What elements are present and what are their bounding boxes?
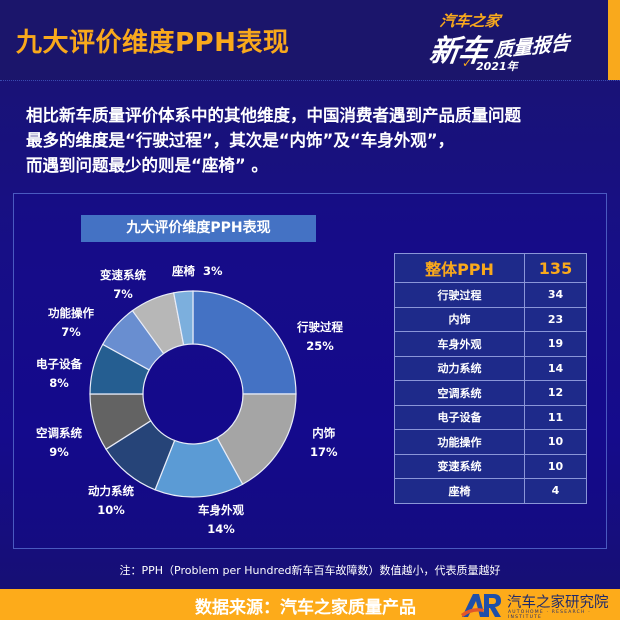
slice-label-pct: 8% <box>49 376 69 390</box>
slice-label-pct: 7% <box>61 325 81 339</box>
slice-label-transmission: 变速系统 7% <box>100 266 146 304</box>
row-name: 功能操作 <box>394 429 525 455</box>
donut-slice-行驶过程 <box>192 290 297 395</box>
row-value: 34 <box>524 282 587 308</box>
pph-table: 整体PPH 135 行驶过程 34 内饰 23 车身外观 19 动力系统 14 空调系统… <box>394 253 587 504</box>
slice-label-name: 内饰 <box>312 426 336 440</box>
institute-name-en: AUTOHOME · RESEARCH · INSTITUTE <box>508 610 591 620</box>
page-title: 九大评价维度PPH表现 <box>16 28 290 58</box>
slice-label-name: 功能操作 <box>48 306 94 320</box>
pph-table-header: 整体PPH 135 <box>394 253 587 283</box>
slice-label-name: 变速系统 <box>100 268 146 282</box>
summary-line: 最多的维度是“行驶过程”，其次是“内饰”及“车身外观”， <box>26 131 455 150</box>
row-value: 23 <box>524 306 587 332</box>
slice-label-name: 座椅 <box>172 264 195 278</box>
row-name: 行驶过程 <box>394 282 525 308</box>
ar-logo-icon <box>461 594 501 617</box>
slice-label-pct: 25% <box>306 339 334 353</box>
slice-label-name: 车身外观 <box>198 503 244 517</box>
report-brand-logo: 汽车之家 新车 质量报告 ✓ 2021年 <box>427 6 600 76</box>
slice-label-electronics: 电子设备 8% <box>36 355 82 393</box>
slice-label-pct: 9% <box>49 445 69 459</box>
table-row: 动力系统 14 <box>394 355 587 381</box>
slice-label-pct: 17% <box>310 445 338 459</box>
table-row: 内饰 23 <box>394 306 587 332</box>
row-value: 4 <box>524 478 587 504</box>
table-row: 座椅 4 <box>394 478 587 504</box>
footer-bar: 数据来源：汽车之家质量产品 汽车之家研究院 AUTOHOME · RESEARC… <box>0 589 620 620</box>
row-name: 车身外观 <box>394 331 525 357</box>
row-name: 空调系统 <box>394 380 525 406</box>
row-value: 10 <box>524 429 587 455</box>
slice-label-hvac: 空调系统 9% <box>36 424 82 462</box>
slice-label-driving: 行驶过程 25% <box>297 318 343 356</box>
slice-label-pct: 10% <box>97 503 125 517</box>
brand-year: 2021年 <box>476 60 518 73</box>
overall-pph-value: 135 <box>524 253 587 283</box>
row-name: 变速系统 <box>394 453 525 479</box>
table-row: 变速系统 10 <box>394 453 587 479</box>
slice-label-powertrain: 动力系统 10% <box>88 482 134 520</box>
row-value: 19 <box>524 331 587 357</box>
table-row: 电子设备 11 <box>394 404 587 430</box>
overall-pph-label: 整体PPH <box>394 253 525 283</box>
table-row: 功能操作 10 <box>394 429 587 455</box>
slice-label-name: 空调系统 <box>36 426 82 440</box>
row-name: 座椅 <box>394 478 525 504</box>
slice-label-interior: 内饰 17% <box>310 424 338 462</box>
row-value: 12 <box>524 380 587 406</box>
row-name: 电子设备 <box>394 404 525 430</box>
slice-label-seats: 座椅 3% <box>172 262 223 281</box>
row-value: 14 <box>524 355 587 381</box>
accent-strip <box>608 0 620 80</box>
row-value: 11 <box>524 404 587 430</box>
data-source: 数据来源：汽车之家质量产品 <box>195 598 416 618</box>
footnote: 注：PPH（Problem per Hundred新车百车故障数）数值越小，代表… <box>119 564 501 577</box>
row-name: 动力系统 <box>394 355 525 381</box>
summary-line: 相比新车质量评价体系中的其他维度，中国消费者遇到产品质量问题 <box>26 106 521 125</box>
slice-label-name: 电子设备 <box>36 357 82 371</box>
row-value: 10 <box>524 453 587 479</box>
chart-title: 九大评价维度PPH表现 <box>81 215 316 242</box>
table-row: 行驶过程 34 <box>394 282 587 308</box>
slice-label-pct: 14% <box>207 522 235 536</box>
slice-label-name: 动力系统 <box>88 484 134 498</box>
slice-label-operation: 功能操作 7% <box>48 304 94 342</box>
row-name: 内饰 <box>394 306 525 332</box>
institute-name: 汽车之家研究院 <box>507 595 609 611</box>
table-row: 空调系统 12 <box>394 380 587 406</box>
summary-text: 相比新车质量评价体系中的其他维度，中国消费者遇到产品质量问题 最多的维度是“行驶… <box>26 103 596 178</box>
table-row: 车身外观 19 <box>394 331 587 357</box>
slice-label-pct: 7% <box>113 287 133 301</box>
slice-label-name: 行驶过程 <box>297 320 343 334</box>
check-icon: ✓ <box>462 56 473 70</box>
summary-line: 而遇到问题最少的则是“座椅” 。 <box>26 156 268 175</box>
donut-slice-座椅 <box>172 290 194 346</box>
slice-label-exterior: 车身外观 14% <box>198 501 244 539</box>
slice-label-pct: 3% <box>203 264 223 278</box>
header-bar: 九大评价维度PPH表现 汽车之家 新车 质量报告 ✓ 2021年 <box>0 0 620 80</box>
header-divider <box>0 80 620 81</box>
